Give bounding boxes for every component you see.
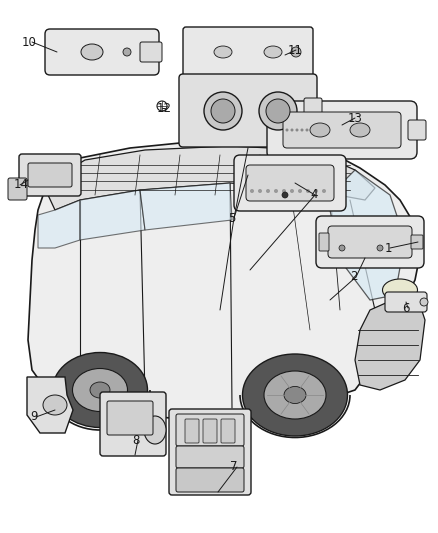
Ellipse shape xyxy=(310,123,330,137)
FancyBboxPatch shape xyxy=(8,178,27,200)
Ellipse shape xyxy=(250,189,254,193)
Ellipse shape xyxy=(264,46,282,58)
Ellipse shape xyxy=(282,192,288,198)
Text: 9: 9 xyxy=(30,410,38,424)
FancyBboxPatch shape xyxy=(100,392,166,456)
Ellipse shape xyxy=(123,48,131,56)
Text: 14: 14 xyxy=(14,179,29,191)
Text: 7: 7 xyxy=(230,461,237,473)
Text: 8: 8 xyxy=(132,433,139,447)
FancyBboxPatch shape xyxy=(304,98,322,124)
Ellipse shape xyxy=(266,189,270,193)
Ellipse shape xyxy=(259,92,297,130)
Ellipse shape xyxy=(296,128,299,132)
Ellipse shape xyxy=(266,99,290,123)
Ellipse shape xyxy=(81,44,103,60)
Ellipse shape xyxy=(214,46,232,58)
Polygon shape xyxy=(355,290,425,390)
Text: 1: 1 xyxy=(385,241,392,254)
Ellipse shape xyxy=(144,416,166,444)
FancyBboxPatch shape xyxy=(267,101,417,159)
Text: 10: 10 xyxy=(22,36,37,49)
FancyBboxPatch shape xyxy=(140,42,162,62)
Ellipse shape xyxy=(73,368,127,411)
Text: 2: 2 xyxy=(350,271,357,284)
FancyBboxPatch shape xyxy=(234,155,346,211)
Ellipse shape xyxy=(290,128,293,132)
Text: 11: 11 xyxy=(288,44,303,56)
Polygon shape xyxy=(48,146,375,210)
Ellipse shape xyxy=(382,279,417,301)
Ellipse shape xyxy=(298,189,302,193)
Ellipse shape xyxy=(377,245,383,251)
Ellipse shape xyxy=(264,371,326,419)
FancyBboxPatch shape xyxy=(283,112,401,148)
FancyBboxPatch shape xyxy=(176,468,244,492)
FancyBboxPatch shape xyxy=(107,401,153,435)
Ellipse shape xyxy=(314,189,318,193)
FancyBboxPatch shape xyxy=(319,233,329,251)
Polygon shape xyxy=(330,170,405,300)
FancyBboxPatch shape xyxy=(169,409,251,495)
FancyBboxPatch shape xyxy=(221,419,235,443)
Ellipse shape xyxy=(258,189,262,193)
Ellipse shape xyxy=(282,189,286,193)
Text: 6: 6 xyxy=(402,302,410,314)
Ellipse shape xyxy=(300,128,304,132)
FancyBboxPatch shape xyxy=(411,235,423,249)
Ellipse shape xyxy=(53,352,148,427)
Text: 4: 4 xyxy=(310,189,318,201)
Text: 5: 5 xyxy=(228,212,235,224)
FancyBboxPatch shape xyxy=(19,154,81,196)
FancyBboxPatch shape xyxy=(408,120,426,140)
FancyBboxPatch shape xyxy=(385,292,427,312)
Ellipse shape xyxy=(420,298,428,306)
FancyBboxPatch shape xyxy=(45,29,159,75)
Ellipse shape xyxy=(43,395,67,415)
Text: 13: 13 xyxy=(348,111,363,125)
Ellipse shape xyxy=(284,386,306,403)
Ellipse shape xyxy=(211,99,235,123)
Polygon shape xyxy=(140,183,232,230)
Ellipse shape xyxy=(90,382,110,398)
Polygon shape xyxy=(80,190,145,240)
FancyBboxPatch shape xyxy=(328,226,412,258)
FancyBboxPatch shape xyxy=(183,27,313,77)
FancyBboxPatch shape xyxy=(28,163,72,187)
FancyBboxPatch shape xyxy=(176,414,244,446)
Ellipse shape xyxy=(286,128,289,132)
FancyBboxPatch shape xyxy=(316,216,424,268)
FancyBboxPatch shape xyxy=(185,419,199,443)
Ellipse shape xyxy=(290,189,294,193)
Ellipse shape xyxy=(322,189,326,193)
FancyBboxPatch shape xyxy=(179,74,317,147)
Ellipse shape xyxy=(243,354,347,436)
Ellipse shape xyxy=(305,128,308,132)
FancyBboxPatch shape xyxy=(246,165,334,201)
Ellipse shape xyxy=(204,92,242,130)
FancyBboxPatch shape xyxy=(176,446,244,468)
Ellipse shape xyxy=(339,245,345,251)
Polygon shape xyxy=(28,140,420,420)
Ellipse shape xyxy=(350,123,370,137)
Ellipse shape xyxy=(291,47,301,57)
Text: 12: 12 xyxy=(157,101,172,115)
Ellipse shape xyxy=(306,189,310,193)
Ellipse shape xyxy=(274,189,278,193)
Polygon shape xyxy=(38,200,80,248)
FancyBboxPatch shape xyxy=(203,419,217,443)
Polygon shape xyxy=(27,377,73,433)
